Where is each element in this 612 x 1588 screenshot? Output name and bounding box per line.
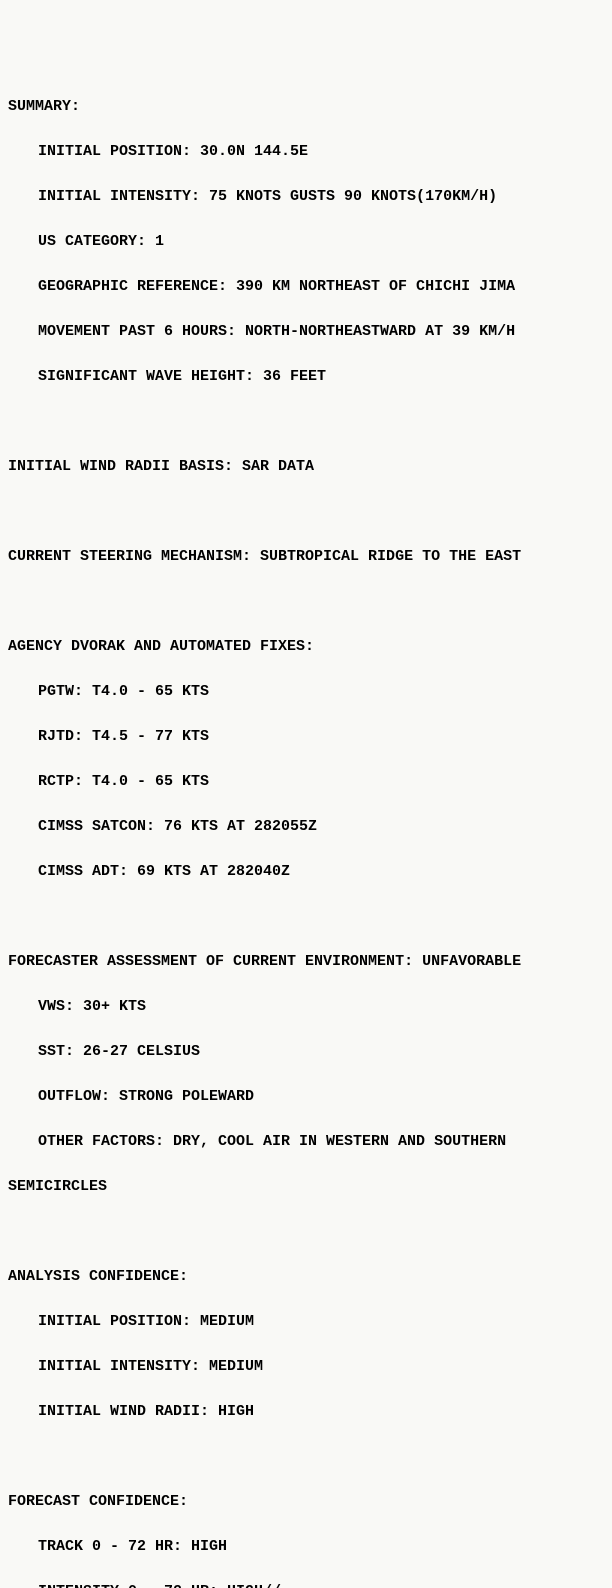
environment-header: FORECASTER ASSESSMENT OF CURRENT ENVIRON… bbox=[8, 951, 604, 974]
dvorak-pgtw: PGTW: T4.0 - 65 KTS bbox=[8, 681, 604, 704]
analysis-initial-intensity: INITIAL INTENSITY: MEDIUM bbox=[8, 1356, 604, 1379]
blank-line bbox=[8, 411, 604, 434]
initial-position: INITIAL POSITION: 30.0N 144.5E bbox=[8, 141, 604, 164]
environment-vws: VWS: 30+ KTS bbox=[8, 996, 604, 1019]
us-category: US CATEGORY: 1 bbox=[8, 231, 604, 254]
blank-line bbox=[8, 906, 604, 929]
environment-other-factors-cont: SEMICIRCLES bbox=[8, 1176, 604, 1199]
summary-header: SUMMARY: bbox=[8, 96, 604, 119]
dvorak-rctp: RCTP: T4.0 - 65 KTS bbox=[8, 771, 604, 794]
analysis-confidence-header: ANALYSIS CONFIDENCE: bbox=[8, 1266, 604, 1289]
forecast-confidence-header: FORECAST CONFIDENCE: bbox=[8, 1491, 604, 1514]
dvorak-rjtd: RJTD: T4.5 - 77 KTS bbox=[8, 726, 604, 749]
dvorak-header: AGENCY DVORAK AND AUTOMATED FIXES: bbox=[8, 636, 604, 659]
environment-outflow: OUTFLOW: STRONG POLEWARD bbox=[8, 1086, 604, 1109]
forecast-track: TRACK 0 - 72 HR: HIGH bbox=[8, 1536, 604, 1559]
steering-mechanism: CURRENT STEERING MECHANISM: SUBTROPICAL … bbox=[8, 546, 604, 569]
blank-line bbox=[8, 591, 604, 614]
initial-intensity: INITIAL INTENSITY: 75 KNOTS GUSTS 90 KNO… bbox=[8, 186, 604, 209]
environment-sst: SST: 26-27 CELSIUS bbox=[8, 1041, 604, 1064]
dvorak-cimss-satcon: CIMSS SATCON: 76 KTS AT 282055Z bbox=[8, 816, 604, 839]
geographic-reference: GEOGRAPHIC REFERENCE: 390 KM NORTHEAST O… bbox=[8, 276, 604, 299]
blank-line bbox=[8, 501, 604, 524]
blank-line bbox=[8, 1221, 604, 1244]
blank-line bbox=[8, 1446, 604, 1469]
wave-height: SIGNIFICANT WAVE HEIGHT: 36 FEET bbox=[8, 366, 604, 389]
analysis-initial-position: INITIAL POSITION: MEDIUM bbox=[8, 1311, 604, 1334]
forecast-intensity: INTENSITY 0 - 72 HR: HIGH// bbox=[8, 1581, 604, 1588]
analysis-initial-wind-radii: INITIAL WIND RADII: HIGH bbox=[8, 1401, 604, 1424]
environment-other-factors: OTHER FACTORS: DRY, COOL AIR IN WESTERN … bbox=[8, 1131, 604, 1154]
wind-radii-basis: INITIAL WIND RADII BASIS: SAR DATA bbox=[8, 456, 604, 479]
dvorak-cimss-adt: CIMSS ADT: 69 KTS AT 282040Z bbox=[8, 861, 604, 884]
movement: MOVEMENT PAST 6 HOURS: NORTH-NORTHEASTWA… bbox=[8, 321, 604, 344]
